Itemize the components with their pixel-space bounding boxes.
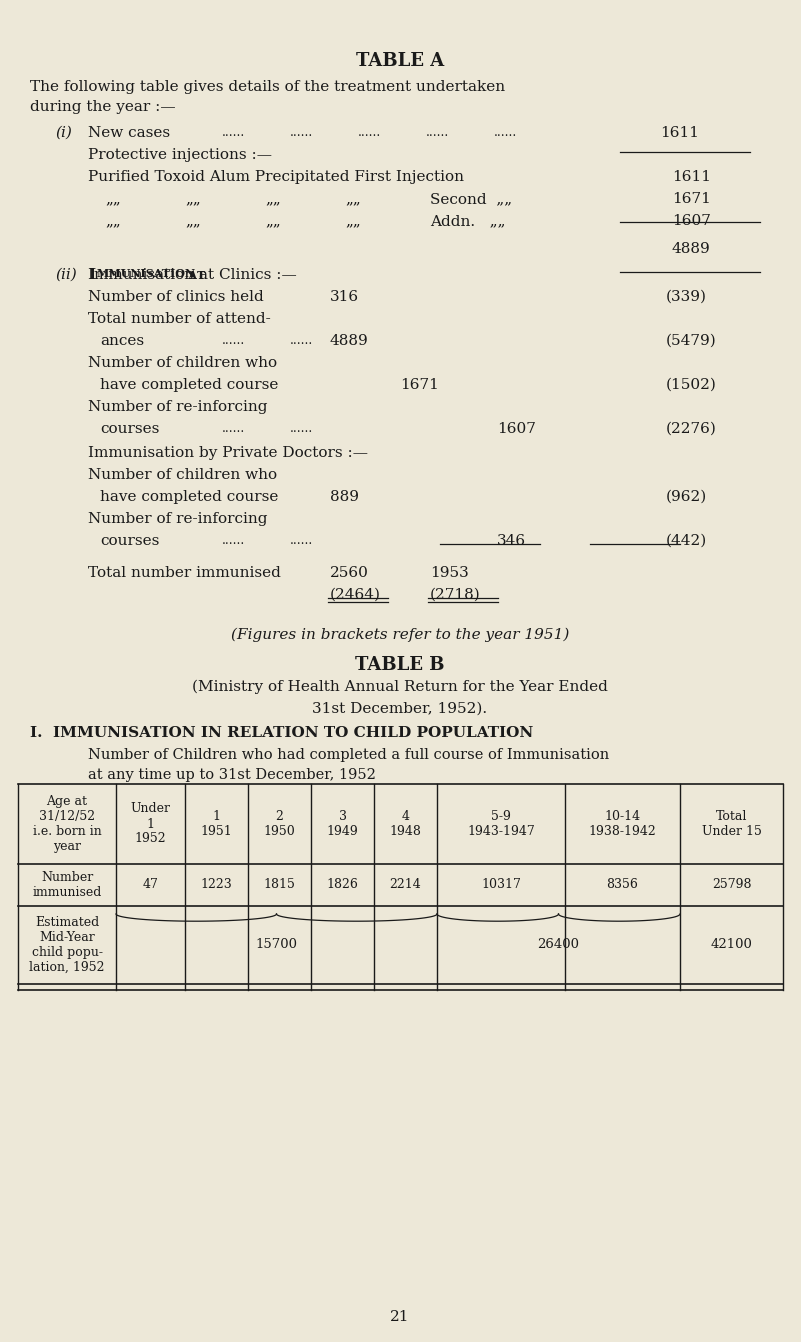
Text: have completed course: have completed course (100, 378, 279, 392)
Text: „„: „„ (105, 192, 121, 207)
Text: „„: „„ (265, 192, 280, 207)
Text: (ii): (ii) (55, 268, 77, 282)
Text: 25798: 25798 (712, 879, 751, 891)
Text: TABLE B: TABLE B (356, 656, 445, 674)
Text: 31st December, 1952).: 31st December, 1952). (312, 702, 488, 717)
Text: „„: „„ (105, 213, 121, 228)
Text: ......: ...... (494, 126, 517, 140)
Text: ......: ...... (290, 534, 313, 548)
Text: (1502): (1502) (666, 378, 717, 392)
Text: Total number immunised: Total number immunised (88, 566, 281, 580)
Text: 15700: 15700 (256, 938, 297, 951)
Text: have completed course: have completed course (100, 490, 279, 505)
Text: 8356: 8356 (606, 879, 638, 891)
Text: 1607: 1607 (672, 213, 710, 228)
Text: 5-9
1943-1947: 5-9 1943-1947 (467, 811, 535, 837)
Text: ......: ...... (290, 334, 313, 348)
Text: „„: „„ (345, 213, 360, 228)
Text: (2718): (2718) (430, 588, 481, 603)
Text: Age at
31/12/52
i.e. born in
year: Age at 31/12/52 i.e. born in year (33, 794, 102, 854)
Text: I: I (88, 268, 95, 282)
Text: 1671: 1671 (400, 378, 439, 392)
Text: Number of children who: Number of children who (88, 356, 277, 370)
Text: 2560: 2560 (330, 566, 369, 580)
Text: ......: ...... (290, 126, 313, 140)
Text: 1611: 1611 (660, 126, 699, 140)
Text: 2214: 2214 (389, 879, 421, 891)
Text: courses: courses (100, 534, 159, 548)
Text: 26400: 26400 (537, 938, 579, 951)
Text: ......: ...... (222, 334, 245, 348)
Text: „„: „„ (345, 192, 360, 207)
Text: 346: 346 (497, 534, 526, 548)
Text: Total
Under 15: Total Under 15 (702, 811, 762, 837)
Text: „„: „„ (185, 213, 201, 228)
Text: (Ministry of Health Annual Return for the Year Ended: (Ministry of Health Annual Return for th… (192, 680, 608, 694)
Text: Number of Children who had completed a full course of Immunisation: Number of Children who had completed a f… (88, 747, 610, 762)
Text: Immunisation by Private Doctors :—: Immunisation by Private Doctors :— (88, 446, 368, 460)
Text: Estimated
Mid-Year
child popu-
lation, 1952: Estimated Mid-Year child popu- lation, 1… (30, 917, 105, 974)
Text: 316: 316 (330, 290, 359, 305)
Text: ......: ...... (222, 421, 245, 435)
Text: „„: „„ (185, 192, 201, 207)
Text: 1826: 1826 (327, 879, 358, 891)
Text: Addn.   „„: Addn. „„ (430, 213, 505, 228)
Text: ......: ...... (426, 126, 449, 140)
Text: 42100: 42100 (710, 938, 752, 951)
Text: Number of children who: Number of children who (88, 468, 277, 482)
Text: (5479): (5479) (666, 334, 717, 348)
Text: 10317: 10317 (481, 879, 521, 891)
Text: Total number of attend-: Total number of attend- (88, 311, 271, 326)
Text: at any time up to 31st December, 1952: at any time up to 31st December, 1952 (88, 768, 376, 782)
Text: The following table gives details of the treatment undertaken: The following table gives details of the… (30, 81, 505, 94)
Text: I.  IMMUNISATION IN RELATION TO CHILD POPULATION: I. IMMUNISATION IN RELATION TO CHILD POP… (30, 726, 533, 739)
Text: Purified Toxoid Alum Precipitated First Injection: Purified Toxoid Alum Precipitated First … (88, 170, 464, 184)
Text: ......: ...... (290, 421, 313, 435)
Text: ......: ...... (222, 534, 245, 548)
Text: (2276): (2276) (666, 421, 717, 436)
Text: 4889: 4889 (672, 242, 710, 256)
Text: New cases: New cases (88, 126, 170, 140)
Text: (962): (962) (666, 490, 707, 505)
Text: during the year :—: during the year :— (30, 101, 175, 114)
Text: (2464): (2464) (330, 588, 381, 603)
Text: TABLE A: TABLE A (356, 52, 444, 70)
Text: 1815: 1815 (264, 879, 296, 891)
Text: 2
1950: 2 1950 (264, 811, 296, 837)
Text: 1223: 1223 (200, 879, 232, 891)
Text: Immunisation at Clinics :—: Immunisation at Clinics :— (88, 268, 296, 282)
Text: 4
1948: 4 1948 (389, 811, 421, 837)
Text: Number of clinics held: Number of clinics held (88, 290, 264, 305)
Text: 3
1949: 3 1949 (327, 811, 358, 837)
Text: 4889: 4889 (330, 334, 368, 348)
Text: Number
immunised: Number immunised (32, 871, 102, 899)
Text: Number of re-inforcing: Number of re-inforcing (88, 513, 268, 526)
Text: 889: 889 (330, 490, 359, 505)
Text: Under
1
1952: Under 1 1952 (131, 803, 171, 845)
Text: 10-14
1938-1942: 10-14 1938-1942 (589, 811, 656, 837)
Text: ances: ances (100, 334, 144, 348)
Text: 47: 47 (143, 879, 159, 891)
Text: 1607: 1607 (497, 421, 536, 436)
Text: ......: ...... (222, 126, 245, 140)
Text: „„: „„ (265, 213, 280, 228)
Text: MMUNISATION: MMUNISATION (97, 268, 196, 279)
Text: 1
1951: 1 1951 (200, 811, 232, 837)
Text: Protective injections :—: Protective injections :— (88, 148, 272, 162)
Text: 1671: 1671 (672, 192, 710, 207)
Text: 21: 21 (390, 1310, 410, 1325)
Text: 1953: 1953 (430, 566, 469, 580)
Text: (442): (442) (666, 534, 707, 548)
Text: ......: ...... (358, 126, 381, 140)
Text: (Figures in brackets refer to the year 1951): (Figures in brackets refer to the year 1… (231, 628, 570, 643)
Text: Number of re-inforcing: Number of re-inforcing (88, 400, 268, 413)
Text: courses: courses (100, 421, 159, 436)
Text: 1611: 1611 (672, 170, 711, 184)
Text: Second  „„: Second „„ (430, 192, 512, 207)
Text: ᴀᴛ: ᴀᴛ (183, 268, 205, 282)
Text: (339): (339) (666, 290, 707, 305)
Text: (i): (i) (55, 126, 72, 140)
